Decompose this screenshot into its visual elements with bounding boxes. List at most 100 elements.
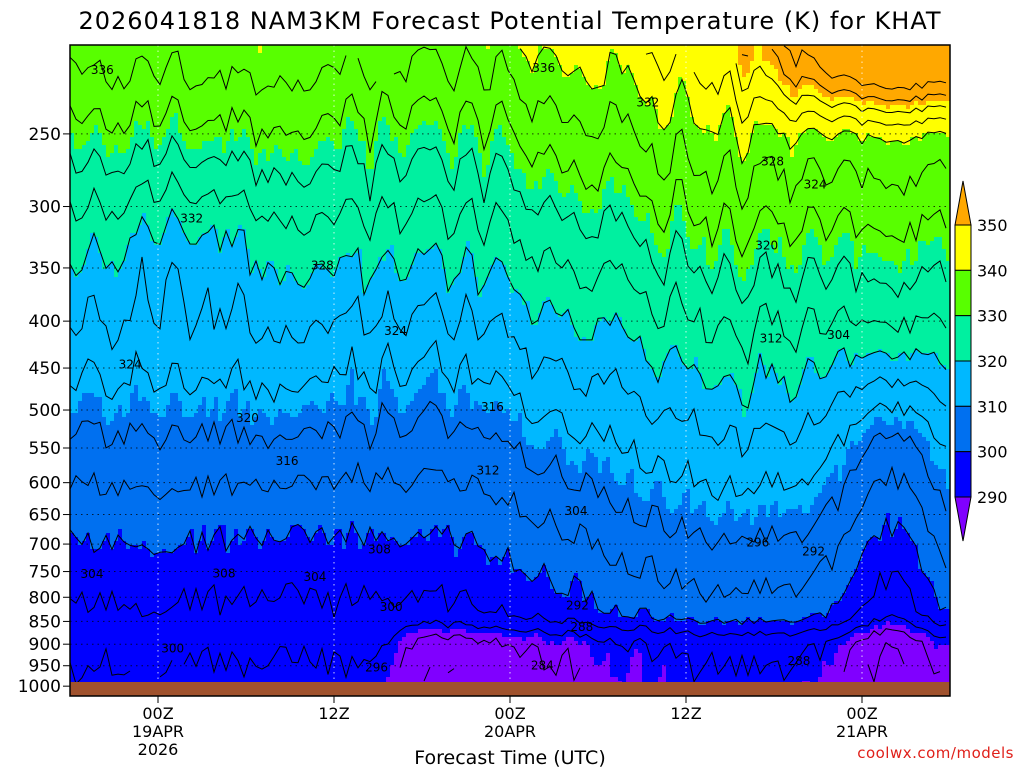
fill-cell <box>838 645 843 696</box>
fill-cell <box>474 45 479 138</box>
fill-cell <box>242 541 247 686</box>
fill-cell <box>394 541 399 654</box>
fill-cell <box>406 405 411 546</box>
fill-cell <box>166 217 171 406</box>
y-tick-label: 300 <box>29 198 61 218</box>
fill-cell <box>790 265 795 402</box>
fill-cell <box>798 621 803 686</box>
fill-cell <box>654 377 659 482</box>
fill-cell <box>406 545 411 634</box>
fill-cell <box>526 445 531 582</box>
fill-cell <box>918 45 923 106</box>
legend-arrow-bottom <box>954 496 972 542</box>
fill-cell <box>94 397 99 550</box>
fill-cell <box>774 621 779 686</box>
fill-cell <box>806 45 811 86</box>
legend-label: 290 <box>977 488 1008 507</box>
fill-cell <box>834 137 839 246</box>
fill-cell <box>614 313 619 482</box>
fill-cell <box>918 141 923 242</box>
fill-cell <box>810 129 815 230</box>
fill-cell <box>922 133 927 242</box>
fill-cell <box>866 353 871 430</box>
fill-cell <box>506 637 511 696</box>
x-axis-label: Forecast Time (UTC) <box>414 747 605 768</box>
fill-cell <box>834 357 839 466</box>
fill-cell <box>142 397 147 542</box>
y-tick-label: 900 <box>29 635 61 655</box>
fill-cell <box>166 45 171 130</box>
fill-cell <box>514 569 519 638</box>
fill-cell <box>814 237 819 374</box>
fill-cell <box>358 549 363 686</box>
fill-cell <box>782 45 787 86</box>
fill-cell <box>490 45 495 142</box>
fill-cell <box>694 357 699 510</box>
contour-label: 292 <box>802 544 825 558</box>
fill-cell <box>858 101 863 142</box>
fill-cell <box>502 45 507 138</box>
fill-cell <box>774 501 779 622</box>
fill-cell <box>522 305 527 438</box>
legend-swatch <box>954 405 972 453</box>
fill-cell <box>650 233 655 370</box>
fill-cell <box>158 245 163 418</box>
fill-cell <box>514 45 519 170</box>
fill-cell <box>770 365 775 506</box>
contour-label: 328 <box>761 155 784 169</box>
fill-cell <box>778 137 783 238</box>
fill-cell <box>870 45 875 102</box>
fill-cell <box>362 397 367 546</box>
fill-cell <box>758 45 763 126</box>
fill-cell <box>410 133 415 266</box>
fill-cell <box>234 45 239 142</box>
fill-cell <box>286 45 291 162</box>
fill-cell <box>886 353 891 426</box>
fill-cell <box>174 113 179 218</box>
fill-cell <box>430 45 435 126</box>
fill-cell <box>454 45 459 158</box>
fill-cell <box>826 97 831 142</box>
fill-cell <box>418 253 423 390</box>
fill-cell <box>622 617 627 686</box>
fill-cell <box>674 45 679 94</box>
fill-cell <box>650 617 655 686</box>
fill-cell <box>826 261 831 374</box>
fill-cell <box>818 45 823 94</box>
fill-cell <box>822 661 827 696</box>
fill-cell <box>886 425 891 514</box>
fill-cell <box>350 521 355 686</box>
fill-cell <box>434 369 439 526</box>
fill-cell <box>298 45 303 162</box>
fill-cell <box>762 61 767 126</box>
fill-cell <box>814 497 819 614</box>
fill-cell <box>98 397 103 550</box>
fill-cell <box>138 225 143 402</box>
fill-cell <box>494 557 499 634</box>
fill-cell <box>894 529 899 626</box>
fill-cell <box>262 149 267 278</box>
fill-cell <box>618 317 623 486</box>
fill-cell <box>210 141 215 226</box>
fill-cell <box>578 45 583 70</box>
y-axis: 250 300 350 400 450 500 550 600 650 700 750 800 850 9… <box>18 125 70 697</box>
isotherm-356 <box>783 45 947 91</box>
fill-cell <box>578 341 583 474</box>
fill-cell <box>162 233 167 418</box>
fill-cell <box>838 133 843 238</box>
fill-cell <box>654 109 659 246</box>
fill-cell <box>250 425 255 530</box>
fill-cell <box>938 365 943 470</box>
fill-cell <box>502 557 507 638</box>
fill-cell <box>310 273 315 402</box>
fill-cell <box>550 437 555 590</box>
fill-cell <box>658 481 663 622</box>
fill-cell <box>942 101 947 134</box>
fill-cell <box>662 361 667 498</box>
fill-cell <box>618 193 623 318</box>
fill-cell <box>222 413 227 526</box>
fill-cell <box>850 637 855 696</box>
fill-cell <box>930 241 935 354</box>
fill-cell <box>254 261 259 418</box>
fill-cell <box>70 533 75 686</box>
